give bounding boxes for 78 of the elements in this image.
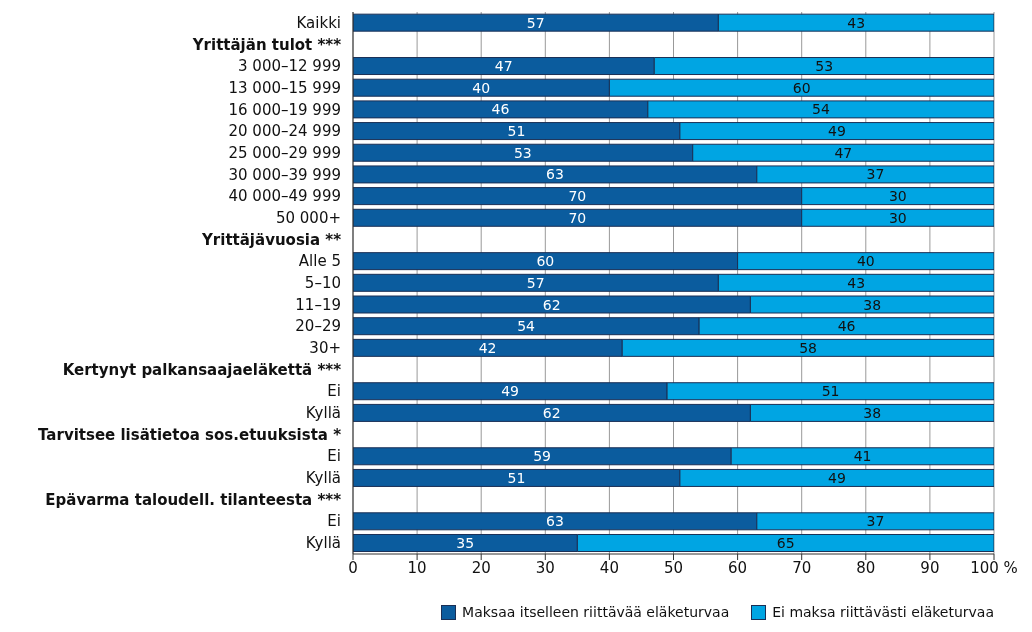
data-label: 47 — [494, 58, 513, 75]
legend-label: Maksaa itselleen riittävää eläketurvaa — [461, 604, 730, 620]
data-label: 60 — [792, 79, 811, 96]
data-label: 51 — [507, 123, 526, 140]
data-label: 42 — [478, 339, 497, 356]
y-tick-label: 40 000–49 999 — [228, 187, 341, 206]
data-label: 41 — [853, 448, 872, 465]
data-label: 51 — [507, 469, 526, 486]
data-label: 57 — [526, 274, 545, 291]
data-label: 60 — [536, 253, 555, 270]
data-label: 40 — [472, 79, 491, 96]
data-label: 58 — [799, 339, 818, 356]
x-tick-label: 70 — [792, 558, 812, 577]
y-tick-label: Kyllä — [305, 404, 341, 423]
data-label: 30 — [888, 209, 907, 226]
x-tick-label: 90 — [920, 558, 940, 577]
y-tick-label: Ei — [327, 512, 341, 531]
data-label: 38 — [863, 296, 882, 313]
y-tick-label: 3 000–12 999 — [238, 57, 341, 76]
data-label: 49 — [501, 383, 519, 400]
x-tick-label: 40 — [599, 558, 619, 577]
y-tick-label: Epävarma taloudell. tilanteesta *** — [45, 490, 342, 509]
legend-label: Ei maksa riittävästi eläketurvaa — [771, 604, 994, 620]
y-tick-label: Ei — [327, 447, 341, 466]
y-tick-label: Kyllä — [305, 469, 341, 488]
data-label: 62 — [542, 296, 561, 313]
y-tick-label: Yrittäjän tulot *** — [191, 35, 342, 54]
y-tick-label: 11–19 — [295, 295, 341, 314]
data-label: 57 — [526, 14, 545, 31]
y-tick-label: 30 000–39 999 — [228, 165, 341, 184]
data-label: 53 — [513, 144, 532, 161]
y-tick-label: Kyllä — [305, 534, 341, 553]
y-tick-label: 50 000+ — [275, 208, 341, 227]
y-tick-label: Yrittäjävuosia ** — [201, 230, 342, 249]
x-tick-label: 100 % — [970, 558, 1018, 577]
x-tick-label: 20 — [471, 558, 491, 577]
data-label: 49 — [828, 469, 846, 486]
y-tick-label: 5–10 — [304, 274, 341, 292]
y-tick-label: Tarvitsee lisätietoa sos.etuuksista * — [38, 425, 342, 444]
data-label: 37 — [866, 513, 885, 530]
data-label: 65 — [776, 534, 795, 551]
data-label: 47 — [834, 144, 853, 161]
y-tick-label: Kaikki — [296, 13, 341, 32]
y-tick-label: 20 000–24 999 — [228, 122, 341, 141]
data-label: 63 — [546, 513, 564, 530]
data-label: 53 — [815, 58, 834, 75]
x-tick-label: 30 — [535, 558, 555, 577]
data-label: 43 — [847, 14, 866, 31]
y-tick-label: Kertynyt palkansaajaeläkettä *** — [62, 360, 342, 379]
data-label: 43 — [847, 274, 866, 291]
data-label: 54 — [517, 318, 536, 335]
data-label: 46 — [491, 101, 510, 118]
y-tick-label: 13 000–15 999 — [228, 78, 341, 97]
data-label: 38 — [863, 404, 882, 421]
data-label: 40 — [856, 253, 875, 270]
x-tick-label: 50 — [663, 558, 684, 577]
data-label: 51 — [821, 383, 840, 400]
data-label: 46 — [837, 318, 856, 335]
x-tick-label: 10 — [407, 558, 427, 577]
y-tick-label: 20–29 — [295, 317, 341, 336]
data-label: 70 — [568, 188, 587, 205]
data-label: 62 — [542, 404, 561, 421]
x-tick-label: 60 — [728, 558, 748, 577]
data-label: 54 — [812, 101, 830, 118]
y-tick-label: 30+ — [309, 339, 341, 358]
y-tick-label: 16 000–19 999 — [228, 100, 341, 119]
data-label: 30 — [888, 188, 907, 205]
data-label: 63 — [546, 166, 564, 183]
data-label: 70 — [568, 209, 587, 226]
data-label: 59 — [533, 448, 552, 465]
y-tick-label: Ei — [327, 382, 341, 401]
y-tick-label: 25 000–29 999 — [228, 143, 341, 162]
data-label: 35 — [456, 534, 475, 551]
data-label: 37 — [866, 166, 885, 183]
x-tick-label: 80 — [856, 558, 876, 577]
x-tick-label: 0 — [348, 558, 358, 577]
y-tick-label: Alle 5 — [298, 252, 341, 271]
data-label: 49 — [828, 123, 846, 140]
